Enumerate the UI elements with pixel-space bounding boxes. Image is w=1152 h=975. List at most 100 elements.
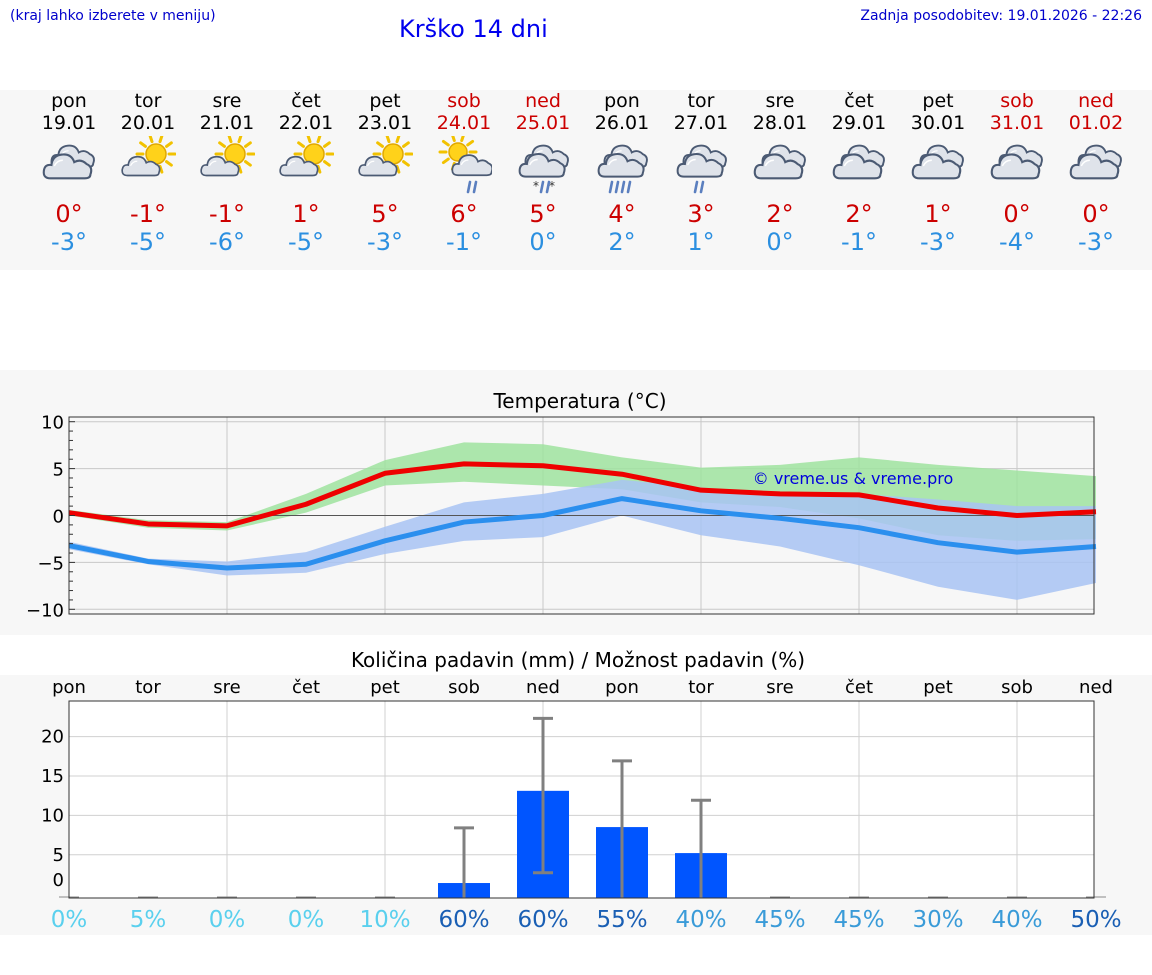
day-date: 25.01 <box>515 112 571 134</box>
day-column: ned 25.01 * * 5° 0° <box>503 90 583 256</box>
partly-sunny-icon <box>121 136 176 177</box>
temp-min: -5° <box>288 228 324 256</box>
day-date: 21.01 <box>199 112 255 134</box>
temp-min: -1° <box>841 228 877 256</box>
day-name: pet <box>922 90 954 112</box>
precip-chart-title: Količina padavin (mm) / Možnost padavin … <box>351 648 805 672</box>
temp-tick-label: 10 <box>41 413 64 434</box>
temperature-chart-title: Temperatura (°C) <box>492 389 666 413</box>
temp-min: -3° <box>51 228 87 256</box>
day-column: čet 22.01 1° -5° <box>266 90 346 256</box>
weather-icon-slot <box>266 136 346 200</box>
precip-tick-label: 0 <box>53 870 64 891</box>
location-menu-hint[interactable]: (kraj lahko izberete v meniju) <box>10 8 216 24</box>
temp-min: -3° <box>367 228 403 256</box>
page-title: Krško 14 dni <box>399 15 548 43</box>
precip-day-label: sob <box>1001 677 1033 698</box>
weather-icon-slot <box>187 136 267 200</box>
precip-day-label: sre <box>213 677 240 698</box>
precip-probability: 0% <box>288 907 325 933</box>
weather-icon-slot <box>345 136 425 200</box>
temp-max: 1° <box>292 200 320 228</box>
temp-max: 5° <box>529 200 557 228</box>
day-column: sre 21.01 -1° -6° <box>187 90 267 256</box>
temp-min: -6° <box>209 228 245 256</box>
precip-day-label: čet <box>845 677 873 698</box>
day-date: 26.01 <box>594 112 650 134</box>
temp-max: 0° <box>1082 200 1110 228</box>
temp-min: -3° <box>1078 228 1114 256</box>
day-date: 30.01 <box>910 112 966 134</box>
precip-day-label: tor <box>688 677 714 698</box>
forecast-band <box>0 90 1152 270</box>
precip-day-label: pon <box>605 677 639 698</box>
temp-min: -3° <box>920 228 956 256</box>
day-name: sre <box>212 90 242 112</box>
precip-probability: 40% <box>991 907 1042 933</box>
day-date: 27.01 <box>673 112 729 134</box>
cloud-rain-icon <box>676 144 727 194</box>
day-column: tor 27.01 3° 1° <box>661 90 741 256</box>
temp-min: 0° <box>766 228 794 256</box>
weather-icon-slot <box>819 136 899 200</box>
precip-probability: 45% <box>833 907 884 933</box>
day-name: ned <box>1078 90 1114 112</box>
weather-icon-slot <box>582 136 662 200</box>
temp-max: 6° <box>450 200 478 228</box>
precip-probability: 5% <box>130 907 167 933</box>
temp-min: 2° <box>608 228 636 256</box>
max-temp-range-band <box>69 442 1096 541</box>
temp-min: -1° <box>446 228 482 256</box>
temp-tick-label: −5 <box>37 553 64 574</box>
day-date: 28.01 <box>752 112 808 134</box>
cloudy-icon <box>911 144 964 180</box>
precip-probability: 0% <box>209 907 246 933</box>
day-name: pon <box>51 90 87 112</box>
watermark: © vreme.us & vreme.pro <box>753 469 954 488</box>
precip-probability: 45% <box>754 907 805 933</box>
weather-icon-slot <box>424 136 504 200</box>
day-name: tor <box>687 90 715 112</box>
day-name: ned <box>525 90 561 112</box>
temp-tick-label: 5 <box>53 460 64 481</box>
day-name: pon <box>604 90 640 112</box>
precip-plot-bg <box>69 701 1094 898</box>
day-name: pet <box>369 90 401 112</box>
day-column: tor 20.01 -1° -5° <box>108 90 188 256</box>
day-date: 23.01 <box>357 112 413 134</box>
precip-probability: 60% <box>438 907 489 933</box>
temp-max: 1° <box>924 200 952 228</box>
day-column: sob 31.01 0° -4° <box>977 90 1057 256</box>
day-date: 01.02 <box>1068 112 1124 134</box>
last-update: Zadnja posodobitev: 19.01.2026 - 22:26 <box>860 8 1142 24</box>
temp-max: 3° <box>687 200 715 228</box>
weather-icon-slot: * * <box>503 136 583 200</box>
weather-icon-slot <box>1056 136 1136 200</box>
precip-day-label: pet <box>923 677 953 698</box>
min-temp-line <box>68 496 1097 571</box>
partly-sunny-icon <box>200 136 255 177</box>
day-date: 22.01 <box>278 112 334 134</box>
min-temp-range-band <box>69 479 1096 600</box>
day-column: pet 23.01 5° -3° <box>345 90 425 256</box>
temp-min: 1° <box>687 228 715 256</box>
svg-text:*: * <box>549 179 555 193</box>
day-date: 31.01 <box>989 112 1045 134</box>
precip-probability: 50% <box>1070 907 1121 933</box>
weather-icon-slot <box>740 136 820 200</box>
precip-day-label: pon <box>52 677 86 698</box>
cloudy-icon <box>42 144 95 180</box>
day-column: čet 29.01 2° -1° <box>819 90 899 256</box>
temp-tick-label: 0 <box>53 507 64 528</box>
day-column: sob 24.01 6° -1° <box>424 90 504 256</box>
day-column: ned 01.02 0° -3° <box>1056 90 1136 256</box>
day-column: pet 30.01 1° -3° <box>898 90 978 256</box>
cloud-heavy-rain-icon <box>597 144 648 194</box>
max-temp-line <box>68 461 1097 529</box>
precip-day-label: čet <box>292 677 320 698</box>
precip-probability: 55% <box>596 907 647 933</box>
sun-cloud-rain-icon <box>438 136 492 194</box>
temp-max: 5° <box>371 200 399 228</box>
weather-icon-slot <box>898 136 978 200</box>
svg-text:*: * <box>533 179 539 193</box>
